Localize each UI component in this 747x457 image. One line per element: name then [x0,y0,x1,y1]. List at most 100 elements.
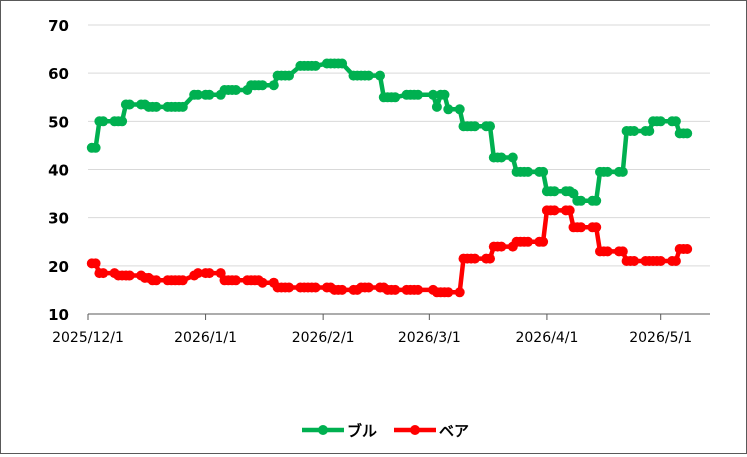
x-tick-label: 2026/4/1 [515,330,578,346]
data-point [538,236,549,247]
data-point [193,89,203,100]
data-point [230,275,241,286]
data-point [576,195,586,206]
legend-label-bull: ブル [347,422,377,440]
data-point [151,275,162,286]
gridlines [88,24,710,267]
data-point [670,116,681,127]
data-point [682,244,693,254]
data-point [337,58,348,69]
data-point [177,275,188,286]
data-point [310,282,321,293]
data-point [617,246,628,257]
y-tick-label: 40 [48,162,69,180]
series-1 [86,205,693,298]
data-point [98,268,109,279]
data-point [204,89,215,100]
data-point [564,205,575,216]
x-tick-label: 2026/3/1 [398,330,461,346]
data-point [268,80,279,91]
data-point [439,89,450,100]
legend-item-bull: ブル [302,422,377,440]
data-point [337,284,348,295]
data-point [443,104,454,115]
data-point [507,152,518,163]
data-point [670,256,681,266]
legend: ブル ベア [302,422,469,440]
legend-marker-bear [410,425,420,435]
data-point [549,205,560,216]
data-point [682,128,693,139]
y-tick-label: 30 [48,210,69,228]
data-point [177,101,188,112]
data-point [469,121,480,132]
data-point [310,60,321,71]
x-tick-label: 2026/1/1 [174,330,237,346]
data-point [496,152,507,163]
data-point [124,99,135,110]
data-point [257,80,268,91]
axes [87,313,710,320]
data-point [363,70,374,81]
data-point [193,268,203,279]
data-point [443,287,454,298]
data-point [485,121,495,132]
data-point [230,85,241,95]
data-point [454,287,465,298]
y-tick-label: 60 [48,65,69,83]
data-point [284,282,294,293]
data-point [523,166,533,177]
data-point [257,277,268,288]
data-point [90,258,101,269]
data-point [413,89,423,100]
legend-label-bear: ベア [439,422,469,440]
data-point [375,70,385,81]
data-point [90,142,101,153]
legend-item-bear: ベア [394,422,469,440]
data-point [591,222,602,233]
y-tick-label: 70 [48,17,69,35]
data-point [428,89,439,100]
data-point [602,246,613,257]
x-tick-label: 2026/2/1 [292,330,355,346]
data-point [549,186,560,197]
data-point [284,70,294,81]
data-point [413,284,423,295]
series-line-0 [91,61,688,204]
data-point [363,282,374,293]
data-point [454,104,465,115]
data-point [576,222,586,233]
x-tick-label: 2026/5/1 [629,330,692,346]
data-point [629,126,640,136]
x-tick-label: 2025/12/1 [52,330,124,346]
y-tick-label: 10 [48,306,69,324]
data-point [629,256,640,266]
data-point [151,101,162,112]
data-point [655,256,666,266]
data-point [390,92,401,103]
data-point [124,270,135,281]
data-point [602,166,613,177]
y-tick-label: 20 [48,258,69,276]
series-0 [86,58,693,206]
data-point [655,116,666,127]
data-point [98,116,109,127]
data-point [204,268,215,279]
data-point [523,236,533,247]
y-tick-labels: 10 20 30 40 50 60 70 [48,17,69,324]
data-point [591,195,602,206]
data-point [485,253,495,264]
series-group [86,58,693,298]
data-point [117,116,128,127]
legend-marker-bull [318,425,328,435]
y-tick-label: 50 [48,113,69,131]
data-point [644,126,655,136]
data-point [390,284,401,295]
data-point [496,241,507,252]
data-point [469,253,480,264]
x-tick-labels: 2025/12/1 2026/1/1 2026/2/1 2026/3/1 2026/4/… [52,330,692,346]
data-point [431,101,442,112]
data-point [617,166,628,177]
